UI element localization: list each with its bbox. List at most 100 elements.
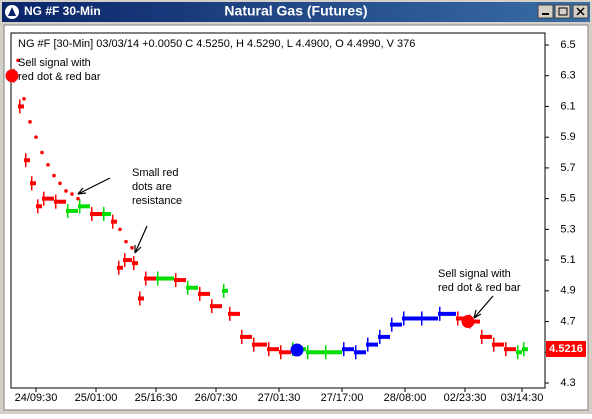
price-range <box>175 273 177 288</box>
resistance-dot <box>58 181 62 186</box>
y-tick-label: 5.1 <box>560 254 575 266</box>
x-tick-label: 25/01:00 <box>75 392 118 404</box>
price-bar <box>342 347 354 352</box>
price-range <box>145 271 147 286</box>
last-price-tag <box>546 340 586 357</box>
x-tick-label: 03/14:30 <box>501 392 544 404</box>
price-bar <box>378 334 390 339</box>
annotation: Small red dots are resistance <box>132 167 182 207</box>
y-tick-label: 5.7 <box>560 162 575 174</box>
maximize-button[interactable] <box>554 4 571 19</box>
price-bar <box>66 208 78 213</box>
price-range <box>367 337 369 352</box>
price-range <box>355 345 357 360</box>
price-range <box>481 329 483 344</box>
price-range <box>139 291 141 306</box>
price-bar <box>390 322 402 327</box>
price-bar <box>156 276 174 281</box>
y-tick-label: 5.5 <box>560 193 575 205</box>
price-range <box>25 153 27 168</box>
price-range <box>505 342 507 357</box>
minimize-button[interactable] <box>537 4 554 19</box>
price-range <box>103 207 105 221</box>
price-bar <box>90 212 102 216</box>
resistance-dot <box>16 58 20 63</box>
price-bar <box>420 316 438 321</box>
annotation-line: red dot & red bar <box>18 71 101 83</box>
resistance-dot <box>40 150 44 155</box>
resistance-dot <box>118 227 122 232</box>
annotation-line: dots are <box>132 181 172 193</box>
x-tick-label: 27/01:30 <box>258 392 301 404</box>
price-bar <box>306 350 324 355</box>
resistance-dot <box>124 239 128 244</box>
y-tick-label: 5.9 <box>560 131 575 143</box>
price-bar <box>522 347 528 352</box>
x-tick-label: 27/17:00 <box>321 392 364 404</box>
y-tick-label: 5.3 <box>560 223 575 235</box>
annotation: Sell signal with red dot & red bar <box>438 268 521 294</box>
price-range <box>307 345 309 360</box>
price-range <box>55 194 57 209</box>
annotation-line: Sell signal with <box>438 268 511 280</box>
price-bar <box>30 181 36 186</box>
price-bar <box>123 258 132 263</box>
price-range <box>457 311 459 326</box>
plot-area <box>10 32 546 389</box>
annotation-line: Small red <box>132 167 178 179</box>
price-range <box>37 199 39 214</box>
price-range <box>31 176 33 191</box>
price-bar <box>267 347 279 352</box>
app-icon-glyph <box>8 7 16 16</box>
signal-dot <box>5 69 19 83</box>
price-range <box>112 214 114 229</box>
price-range <box>79 199 81 214</box>
price-bar <box>354 350 366 355</box>
annotation: Sell signal with red dot & red bar <box>18 57 101 83</box>
price-range <box>157 271 159 286</box>
resistance-dot <box>34 135 38 139</box>
price-bar <box>54 199 66 204</box>
price-bar <box>516 350 522 355</box>
price-range <box>493 337 495 352</box>
price-range <box>211 299 213 314</box>
x-tick-label: 02/23:30 <box>444 392 487 404</box>
price-range <box>379 329 381 344</box>
price-range <box>517 345 519 360</box>
price-bar <box>252 342 267 347</box>
resistance-dot <box>46 163 50 167</box>
price-bar <box>111 219 117 224</box>
arrow <box>77 177 111 195</box>
price-bar <box>324 350 342 355</box>
y-tick-label: 4.3 <box>560 377 575 389</box>
price-range <box>343 342 345 357</box>
window-buttons <box>537 4 589 19</box>
price-range <box>118 260 120 275</box>
price-range <box>523 342 525 357</box>
price-range <box>187 280 189 295</box>
resistance-dot <box>64 189 68 193</box>
arrow <box>473 295 494 319</box>
price-range <box>67 203 69 218</box>
price-bar <box>18 104 24 109</box>
window-title: Natural Gas (Futures) <box>224 3 367 19</box>
price-range <box>223 283 225 298</box>
price-range <box>439 306 441 321</box>
price-bar <box>102 212 111 216</box>
last-price-label: 4.5216 <box>549 343 583 355</box>
price-bar <box>228 311 240 316</box>
y-tick-label: 4.9 <box>560 285 575 297</box>
close-glyph <box>576 7 585 16</box>
y-tick-label: 6.5 <box>560 39 575 51</box>
price-bar <box>438 311 456 316</box>
price-bar <box>78 204 90 209</box>
price-bar <box>366 342 378 347</box>
price-bar <box>480 334 492 339</box>
annotation-line: red dot & red bar <box>438 282 521 294</box>
price-range <box>43 191 45 206</box>
price-range <box>421 311 423 326</box>
price-range <box>229 306 231 321</box>
price-range <box>280 345 282 360</box>
price-bar <box>174 278 186 283</box>
maximize-glyph <box>558 7 568 16</box>
